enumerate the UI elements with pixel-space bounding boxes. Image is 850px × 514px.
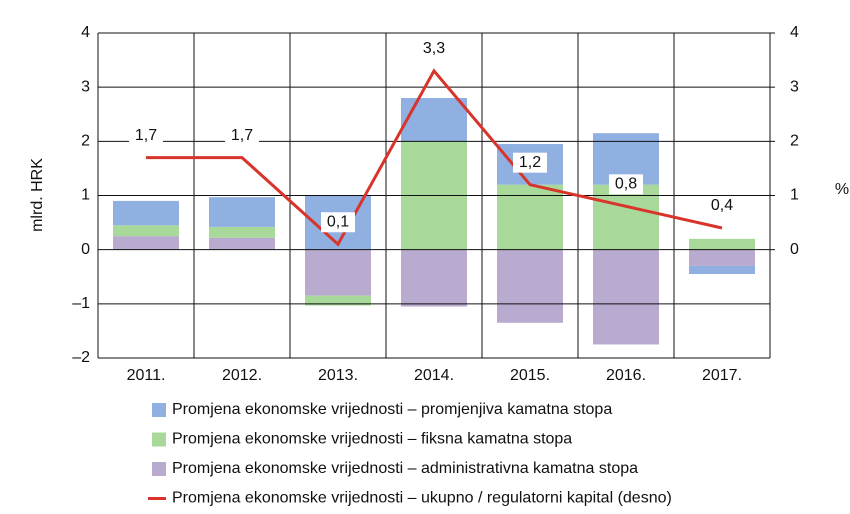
bar-segment <box>593 249 659 345</box>
legend-swatch <box>152 462 166 476</box>
line-series <box>146 68 723 247</box>
legend-swatch <box>152 403 166 417</box>
y2-tick-label: 1 <box>790 187 799 204</box>
bar-segment <box>689 249 755 266</box>
bar-segment <box>401 249 467 307</box>
bar-segment <box>305 249 371 296</box>
data-label-bg <box>129 125 163 146</box>
data-label: 3,3 <box>423 40 445 57</box>
x-tick-label: 2013. <box>318 367 358 384</box>
y2-tick-label: 4 <box>790 24 799 41</box>
y-tick-label: 1 <box>81 187 90 204</box>
x-tick-label: 2016. <box>606 367 646 384</box>
data-label-bg <box>225 125 259 146</box>
legend-label: Promjena ekonomske vrijednosti – adminis… <box>172 460 638 477</box>
data-label-bg <box>609 174 643 195</box>
x-tick-label: 2017. <box>702 367 742 384</box>
y-tick-label: 2 <box>81 133 90 150</box>
y2-tick-label: 3 <box>790 78 799 95</box>
y-tick-label: 0 <box>81 241 90 258</box>
data-label: 0,4 <box>711 197 733 214</box>
legend-swatch <box>152 432 166 447</box>
bar-segment <box>113 236 179 250</box>
bar-segment <box>689 238 755 250</box>
bar-segment <box>113 225 179 237</box>
legend-label: Promjena ekonomske vrijednosti – promjen… <box>172 401 612 418</box>
data-label: 1,7 <box>231 127 253 144</box>
y-axis-label: mlrd. HRK <box>29 158 46 232</box>
y2-tick-label: 0 <box>790 241 799 258</box>
bar-segment <box>497 249 563 323</box>
data-label: 1,7 <box>135 127 157 144</box>
y-tick-label: 4 <box>81 24 90 41</box>
bar-segment <box>113 200 179 226</box>
data-label-bg <box>705 196 739 216</box>
bar-segment <box>593 184 659 250</box>
y-tick-label: –2 <box>72 349 90 366</box>
bar-segment <box>305 295 371 306</box>
x-tick-label: 2014. <box>414 367 454 384</box>
bar-segment <box>497 184 563 250</box>
y2-tick-label: 2 <box>790 133 799 150</box>
data-label-bg <box>321 212 355 233</box>
x-tick-label: 2011. <box>127 367 166 384</box>
data-label: 0,1 <box>327 213 349 230</box>
x-tick-label: 2012. <box>222 367 262 384</box>
bar-segment <box>209 226 275 238</box>
bar-segment <box>209 237 275 250</box>
data-label: 1,2 <box>519 154 541 171</box>
bar-segment <box>689 265 755 275</box>
bar-segment <box>209 197 275 227</box>
y2-axis-label: % <box>835 181 849 198</box>
x-tick-label: 2015. <box>510 367 550 384</box>
y-tick-label: –1 <box>72 295 90 312</box>
data-label-bg <box>513 152 547 173</box>
data-label-bg <box>417 38 451 59</box>
y-tick-label: 3 <box>81 78 90 95</box>
data-label: 0,8 <box>615 176 637 193</box>
legend-label: Promjena ekonomske vrijednosti – fiksna … <box>172 431 572 448</box>
bar-segment <box>401 98 467 142</box>
legend-label: Promjena ekonomske vrijednosti – ukupno … <box>172 490 672 507</box>
